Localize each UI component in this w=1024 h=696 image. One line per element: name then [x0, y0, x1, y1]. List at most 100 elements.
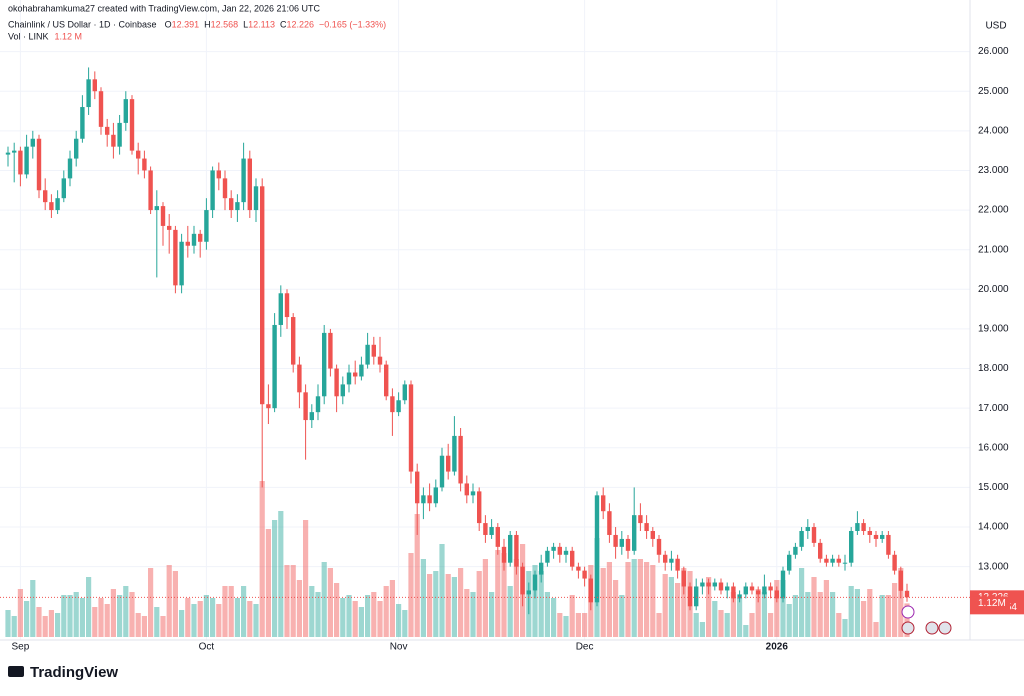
volume-bar: [898, 568, 904, 637]
candle-body: [272, 324, 277, 409]
candle-body: [167, 225, 172, 230]
volume-bar: [737, 598, 743, 637]
candle-body: [774, 590, 779, 599]
candle-body: [284, 293, 290, 318]
candle-body: [303, 392, 308, 421]
volume-bar: [383, 586, 389, 637]
volume-bar: [154, 607, 160, 637]
candle-body: [340, 384, 345, 397]
candle-body: [396, 400, 401, 413]
candle-body: [842, 562, 848, 564]
candle-body: [86, 79, 91, 108]
volume-bar: [755, 589, 761, 637]
volume-bar: [712, 601, 718, 637]
candle-body: [346, 372, 352, 385]
candle-body: [607, 511, 612, 535]
candle-body: [241, 158, 246, 203]
volume-bar: [625, 562, 631, 637]
legend-field-value: 12.226: [287, 19, 315, 29]
candle-body: [780, 570, 786, 599]
candle-body: [384, 364, 389, 397]
legend-field-name: O: [165, 19, 172, 29]
candle-body: [477, 491, 482, 524]
volume-bar: [693, 613, 699, 637]
candle-body: [551, 546, 556, 551]
volume-bar: [823, 580, 829, 637]
time-axis: Sep Oct Nov Dec 2026: [12, 642, 789, 653]
volume-bar: [569, 595, 575, 637]
volume-bar: [191, 604, 197, 637]
candle-body: [359, 364, 364, 377]
y-tick-label: 18.000: [978, 363, 1009, 374]
candle-body: [545, 550, 550, 563]
volume-bar: [321, 562, 327, 637]
legend-volume-value: 1.12 M: [55, 31, 83, 41]
logo: TradingView: [8, 664, 118, 681]
volume-bar: [30, 580, 36, 637]
candle-body: [663, 554, 668, 563]
candle-body: [625, 538, 631, 551]
candle-body: [495, 527, 500, 547]
volume-bar: [24, 601, 30, 637]
candle-body: [74, 138, 79, 159]
volume-axis-label: 1.12M: [978, 598, 1006, 609]
candle-body: [185, 241, 190, 246]
candle-body: [700, 582, 705, 587]
volume-bar: [265, 529, 271, 637]
candle-body: [61, 178, 66, 199]
volume-bar: [166, 565, 172, 637]
candle-body: [483, 523, 488, 535]
event-icon: [925, 621, 939, 635]
y-tick-label: 21.000: [978, 244, 1009, 255]
candle-body: [452, 435, 457, 472]
x-tick-label: Dec: [576, 642, 594, 653]
candle-body: [173, 229, 178, 286]
candle-body: [582, 570, 587, 579]
volume-bar: [681, 568, 687, 637]
candle-body: [353, 372, 358, 377]
volume-bar: [396, 604, 402, 637]
volume-bar: [272, 520, 278, 637]
volume-bar: [17, 589, 23, 637]
candle-body: [43, 190, 48, 203]
candle-body: [204, 210, 209, 242]
volume-bar: [222, 586, 228, 637]
volume-bar: [786, 604, 792, 637]
volume-bar: [458, 568, 464, 637]
volume-bar: [613, 580, 619, 637]
candle-body: [743, 586, 748, 595]
candle-body: [421, 495, 426, 504]
volume-bar: [551, 598, 557, 637]
candle-body: [309, 412, 314, 421]
y-tick-label: 20.000: [978, 284, 1009, 295]
candle-body: [892, 554, 897, 571]
volume-bar: [489, 592, 495, 637]
volume-bar: [247, 601, 253, 637]
candle-body: [80, 107, 85, 139]
legend-field-value: 12.568: [211, 19, 239, 29]
volume-bar: [799, 568, 805, 637]
candle-body: [198, 233, 203, 242]
volume-bar: [290, 565, 296, 637]
candle-body: [129, 99, 135, 151]
volume-bar: [656, 613, 662, 637]
candle-body: [904, 590, 910, 598]
candle-body: [768, 586, 773, 591]
candle-body: [681, 570, 686, 587]
volume-bar: [780, 580, 786, 637]
volume-bar: [513, 559, 519, 637]
candle-body: [216, 170, 221, 179]
legend-field-name: H: [204, 19, 211, 29]
legend-change: −0.165 (−1.33%): [319, 19, 386, 29]
candle-body: [117, 122, 122, 147]
candle-body: [718, 582, 724, 591]
candle-body: [365, 344, 370, 365]
event-icons: [901, 605, 952, 635]
candle-body: [260, 186, 265, 405]
logo-icon: [8, 666, 24, 677]
volume-bar: [730, 592, 736, 637]
candle-body: [402, 384, 407, 401]
candle-body: [855, 523, 860, 532]
volume-bar: [600, 568, 606, 637]
y-tick-label: 17.000: [978, 403, 1009, 414]
